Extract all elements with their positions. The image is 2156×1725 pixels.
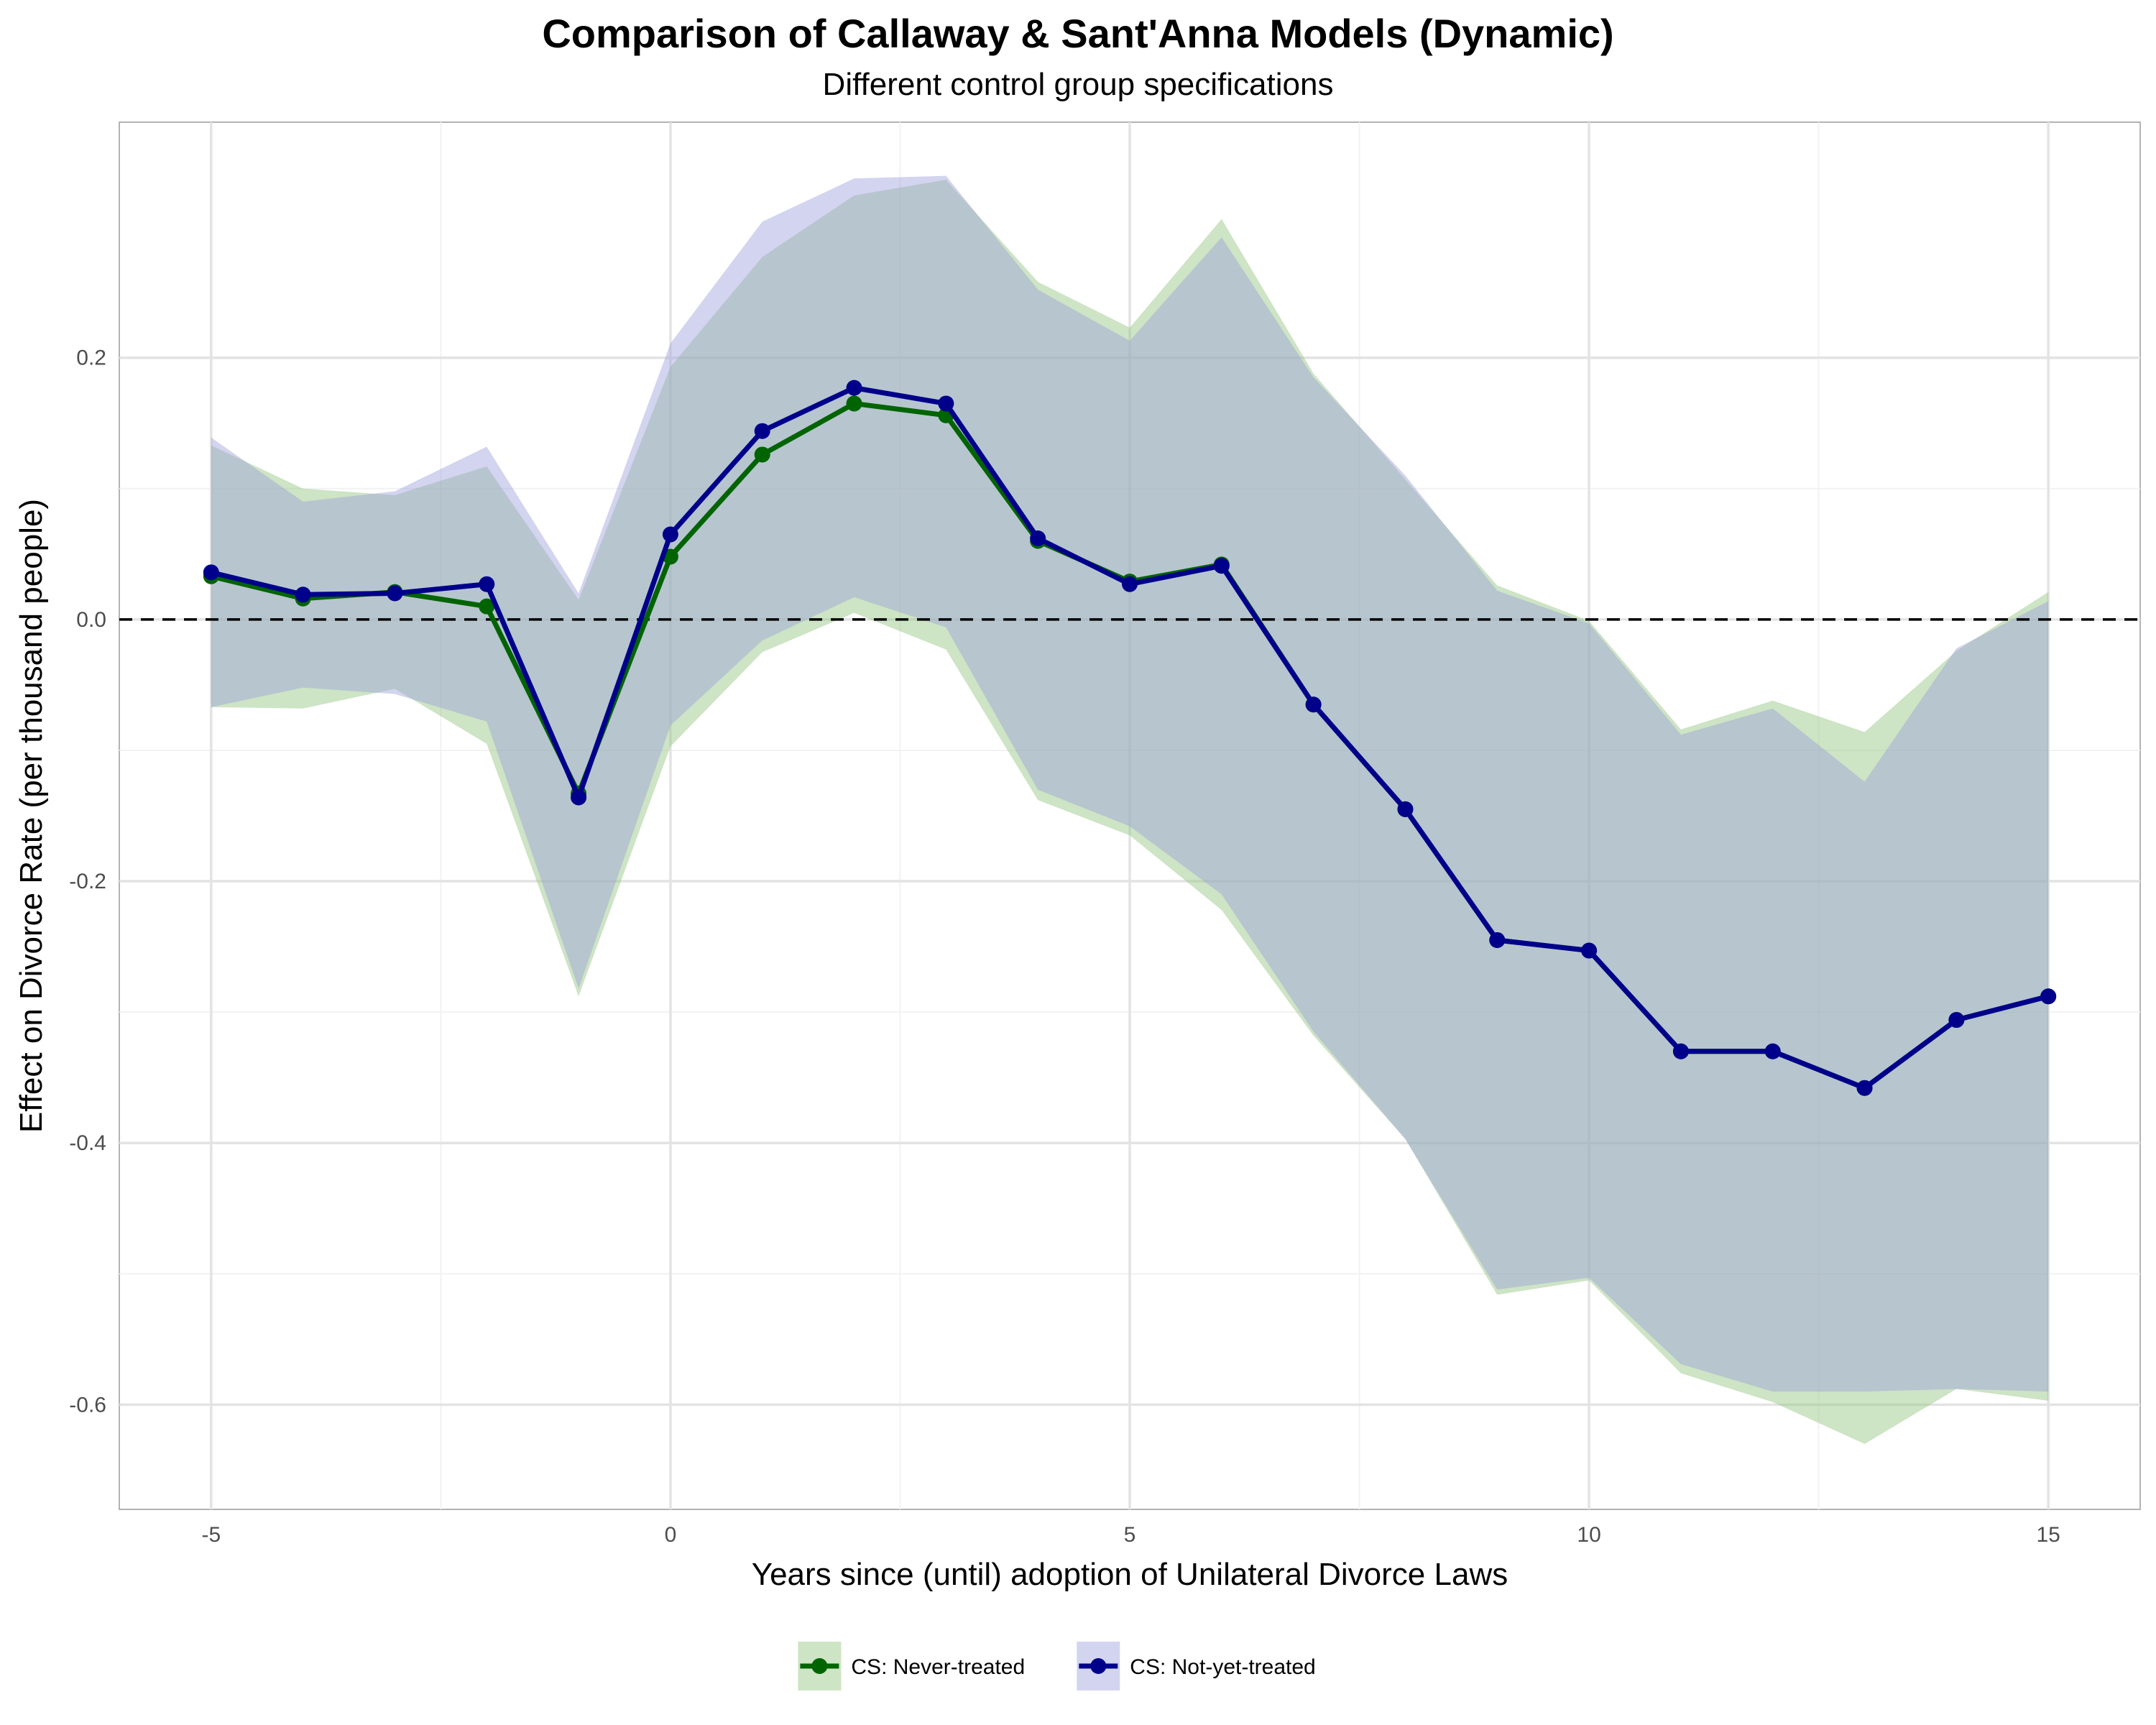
y-tick-label: 0.2 <box>76 346 106 370</box>
point-cs-not-yet-treated <box>1856 1080 1873 1096</box>
series-cs-not-yet-treated <box>203 380 2057 1096</box>
legend: CS: Never-treated CS: Not-yet-treated <box>798 1642 1316 1690</box>
point-cs-not-yet-treated <box>2040 988 2057 1005</box>
band-cs-never-treated <box>211 180 2049 1444</box>
point-cs-not-yet-treated <box>1581 942 1598 959</box>
point-cs-not-yet-treated <box>846 380 862 396</box>
point-cs-not-yet-treated <box>479 576 495 592</box>
x-tick-label: 5 <box>1124 1523 1136 1547</box>
point-cs-not-yet-treated <box>754 423 770 439</box>
x-axis-title: Years since (until) adoption of Unilater… <box>752 1557 1508 1592</box>
legend-key-point <box>811 1658 828 1674</box>
series-lines <box>203 380 2057 1096</box>
chart-title: Comparison of Callaway & Sant'Anna Model… <box>542 11 1613 56</box>
x-tick-label: 15 <box>2036 1523 2060 1547</box>
point-cs-not-yet-treated <box>571 789 587 806</box>
y-tick-label: -0.6 <box>69 1393 106 1417</box>
point-cs-never-treated <box>754 446 770 463</box>
point-cs-not-yet-treated <box>938 395 954 412</box>
point-cs-never-treated <box>846 395 862 412</box>
point-cs-not-yet-treated <box>662 526 678 543</box>
point-cs-not-yet-treated <box>203 564 219 581</box>
y-axis-title: Effect on Divorce Rate (per thousand peo… <box>14 499 49 1133</box>
point-cs-not-yet-treated <box>1672 1043 1689 1059</box>
y-tick-label: 0.0 <box>76 608 106 632</box>
legend-item-cs-not-yet-treated: CS: Not-yet-treated <box>1077 1642 1316 1690</box>
legend-label: CS: Never-treated <box>851 1655 1025 1679</box>
legend-item-cs-never-treated: CS: Never-treated <box>798 1642 1025 1690</box>
legend-label: CS: Not-yet-treated <box>1130 1655 1315 1679</box>
point-cs-not-yet-treated <box>1764 1043 1781 1059</box>
legend-key-point <box>1090 1658 1107 1674</box>
point-cs-never-treated <box>479 598 495 615</box>
point-cs-not-yet-treated <box>1397 801 1414 817</box>
grid <box>119 122 2140 1509</box>
point-cs-not-yet-treated <box>295 586 311 603</box>
y-tick-label: -0.2 <box>69 870 106 893</box>
point-cs-not-yet-treated <box>1213 558 1230 574</box>
point-cs-not-yet-treated <box>1489 932 1506 948</box>
point-cs-not-yet-treated <box>1030 530 1046 546</box>
tick-labels: -5 0 5 10 15 -0.6 -0.4 -0.2 0.0 0.2 <box>69 346 2060 1547</box>
point-cs-not-yet-treated <box>1948 1012 1965 1029</box>
x-tick-label: 0 <box>665 1523 677 1547</box>
point-cs-not-yet-treated <box>1122 576 1138 592</box>
point-cs-not-yet-treated <box>387 585 403 602</box>
x-tick-label: -5 <box>201 1523 221 1547</box>
confidence-bands <box>211 175 2049 1444</box>
point-cs-not-yet-treated <box>1305 696 1322 713</box>
y-tick-label: -0.4 <box>69 1131 106 1155</box>
x-tick-label: 10 <box>1577 1523 1600 1547</box>
chart-subtitle: Different control group specifications <box>823 67 1334 102</box>
band-cs-not-yet-treated <box>211 175 2049 1392</box>
